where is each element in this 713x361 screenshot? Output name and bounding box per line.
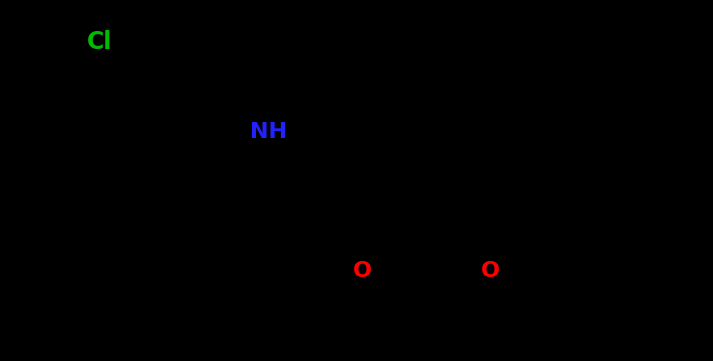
Text: NH: NH xyxy=(250,122,287,142)
Text: O: O xyxy=(352,261,371,281)
Text: Cl: Cl xyxy=(87,30,113,54)
Text: O: O xyxy=(481,261,500,281)
